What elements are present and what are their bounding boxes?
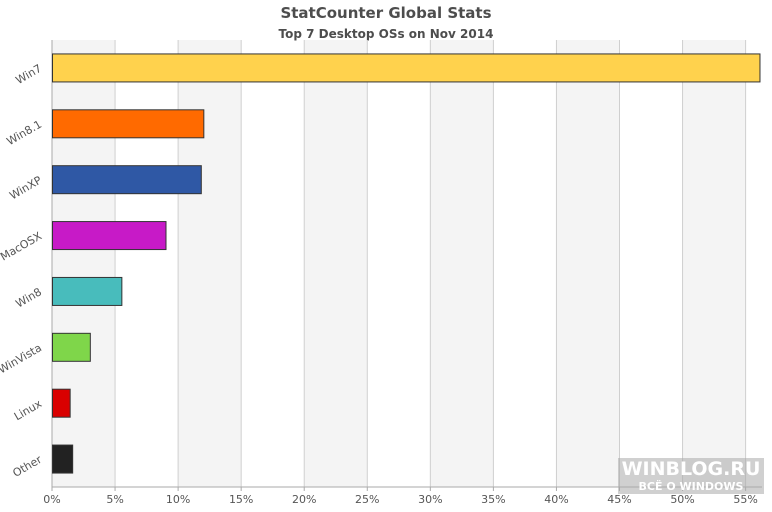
y-category-label: WinVista bbox=[0, 341, 44, 376]
x-tick-label: 15% bbox=[229, 493, 253, 506]
watermark-tagline: ВСЁ О WINDOWS bbox=[638, 480, 744, 493]
grid-band bbox=[304, 40, 368, 487]
grid-band bbox=[430, 40, 494, 487]
y-category-label: Win8.1 bbox=[4, 118, 44, 148]
x-tick-label: 50% bbox=[670, 493, 694, 506]
grid-band bbox=[178, 40, 242, 487]
x-tick-label: 5% bbox=[106, 493, 123, 506]
x-tick-label: 20% bbox=[292, 493, 316, 506]
y-category-label: Win7 bbox=[14, 62, 44, 87]
x-tick-label: 25% bbox=[355, 493, 379, 506]
watermark-background bbox=[618, 458, 764, 494]
x-tick-label: 35% bbox=[481, 493, 505, 506]
bar bbox=[52, 53, 761, 83]
chart-subtitle: Top 7 Desktop OSs on Nov 2014 bbox=[278, 27, 494, 41]
y-category-label: WinXP bbox=[7, 173, 44, 202]
x-tick-label: 40% bbox=[544, 493, 568, 506]
grid-band bbox=[556, 40, 620, 487]
bar bbox=[52, 165, 202, 195]
watermark-logo-text: WINBLOG.RU bbox=[621, 458, 761, 480]
grid-band bbox=[52, 40, 116, 487]
x-tick-label: 10% bbox=[166, 493, 190, 506]
grid-band bbox=[682, 40, 746, 487]
bar bbox=[52, 109, 205, 139]
bar bbox=[52, 276, 123, 306]
y-category-label: Win8 bbox=[14, 285, 44, 310]
bar bbox=[52, 221, 167, 251]
x-tick-label: 55% bbox=[733, 493, 757, 506]
y-category-label: Other bbox=[10, 453, 44, 480]
bar bbox=[52, 388, 71, 418]
bar bbox=[52, 444, 74, 474]
x-tick-label: 45% bbox=[607, 493, 631, 506]
y-category-label: Linux bbox=[12, 397, 45, 423]
bar bbox=[52, 332, 91, 362]
x-tick-label: 30% bbox=[418, 493, 442, 506]
y-category-label: MacOSX bbox=[0, 229, 44, 263]
chart-title: StatCounter Global Stats bbox=[280, 4, 492, 22]
x-tick-label: 0% bbox=[43, 493, 60, 506]
